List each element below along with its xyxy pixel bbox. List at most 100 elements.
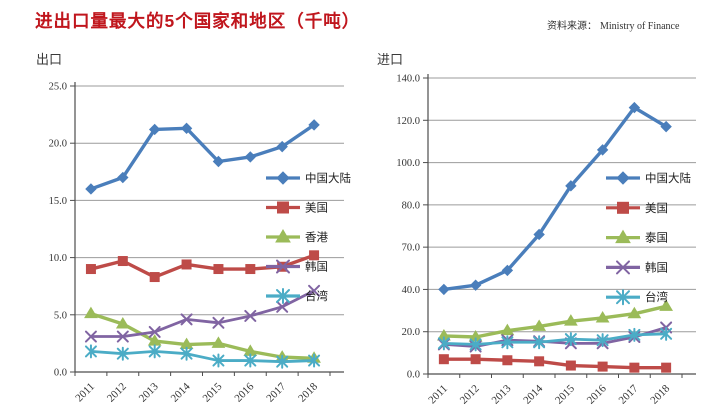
series-marker-中国大陆 xyxy=(501,264,514,277)
series-marker-台湾 xyxy=(116,346,129,361)
series-marker-美国 xyxy=(597,361,608,372)
series-marker-香港 xyxy=(84,306,98,319)
y-axis-label: 120.0 xyxy=(396,116,420,127)
legend-item-台湾: 台湾 xyxy=(606,289,668,306)
legend-item-中国大陆: 中国大陆 xyxy=(266,171,351,185)
series-marker-美国 xyxy=(85,264,96,275)
square-icon xyxy=(277,201,289,214)
series-marker-韩国 xyxy=(180,313,193,326)
legend-label: 韩国 xyxy=(305,260,328,274)
data-source-note: 资料来源： Ministry of Finance xyxy=(547,17,679,32)
x-axis-label: 2018 xyxy=(648,382,672,406)
series-marker-台湾 xyxy=(628,327,641,342)
series-marker-美国 xyxy=(245,264,256,275)
series-marker-台湾 xyxy=(244,353,257,368)
x-axis-label: 2018 xyxy=(296,380,320,404)
series-marker-中国大陆 xyxy=(628,101,641,114)
series-line-美国 xyxy=(442,357,668,370)
series-marker-韩国 xyxy=(148,325,161,338)
series-marker-韩国 xyxy=(308,284,321,297)
series-marker-美国 xyxy=(661,362,672,373)
series-marker-台湾 xyxy=(564,332,577,347)
y-axis-label: 10.0 xyxy=(49,253,67,264)
source-value: Ministry of Finance xyxy=(600,21,680,32)
series-line-台湾 xyxy=(442,332,668,346)
series-marker-台湾 xyxy=(180,346,193,361)
legend-label: 美国 xyxy=(305,201,328,215)
legend-label: 香港 xyxy=(305,231,328,244)
asterisk-icon xyxy=(616,289,630,306)
series-marker-香港 xyxy=(211,336,226,348)
series-marker-中国大陆 xyxy=(660,120,672,133)
series-marker-泰国 xyxy=(500,323,515,336)
series-marker-美国 xyxy=(502,355,513,366)
x-axis-label: 2015 xyxy=(201,380,225,404)
x-axis-label: 2013 xyxy=(137,380,161,404)
x-axis-label: 2014 xyxy=(169,380,193,404)
series-marker-台湾 xyxy=(469,337,482,352)
series-marker-美国 xyxy=(213,264,224,275)
y-axis-label: 20.0 xyxy=(49,139,67,150)
series-line-韩国 xyxy=(442,326,668,348)
x-axis-label: 2012 xyxy=(105,381,129,405)
triangle-icon xyxy=(615,229,631,244)
series-marker-泰国 xyxy=(595,310,610,323)
series-marker-中国大陆 xyxy=(85,183,97,195)
legend-item-韩国: 韩国 xyxy=(606,260,668,275)
legend-label: 韩国 xyxy=(645,260,668,274)
diamond-icon xyxy=(616,171,630,185)
series-marker-中国大陆 xyxy=(469,279,482,291)
series-marker-韩国 xyxy=(276,300,289,313)
y-axis-label: 20.0 xyxy=(402,327,420,338)
page-title: 进出口量最大的5个国家和地区（千吨） xyxy=(35,11,361,31)
series-marker-美国 xyxy=(117,256,128,267)
x-axis-label: 2017 xyxy=(264,380,288,404)
series-line-泰国 xyxy=(442,304,668,339)
x-axis-label: 2017 xyxy=(616,382,640,406)
series-marker-美国 xyxy=(470,354,481,365)
series-marker-中国大陆 xyxy=(308,119,320,131)
series-marker-美国 xyxy=(149,272,160,283)
series-line-台湾 xyxy=(89,350,316,364)
square-icon xyxy=(617,201,629,214)
series-line-中国大陆 xyxy=(442,105,668,292)
series-marker-中国大陆 xyxy=(565,180,577,192)
series-marker-韩国 xyxy=(116,330,129,343)
series-marker-美国 xyxy=(181,259,192,270)
y-axis-label: 0.0 xyxy=(407,370,420,381)
series-marker-台湾 xyxy=(308,353,321,368)
series-marker-韩国 xyxy=(84,330,97,343)
series-marker-中国大陆 xyxy=(148,123,161,136)
legend-label: 泰国 xyxy=(645,231,668,245)
legend-label: 中国大陆 xyxy=(645,171,691,185)
series-marker-中国大陆 xyxy=(596,144,609,156)
x-icon xyxy=(276,259,290,274)
series-marker-中国大陆 xyxy=(276,140,288,153)
y-axis-label: 140.0 xyxy=(396,74,420,85)
series-marker-中国大陆 xyxy=(117,171,129,184)
series-marker-美国 xyxy=(629,362,640,373)
series-marker-中国大陆 xyxy=(533,228,545,241)
y-axis-label: 15.0 xyxy=(49,196,67,207)
export-chart-title: 出口 xyxy=(36,52,63,67)
x-axis-label: 2014 xyxy=(521,382,545,406)
series-marker-韩国 xyxy=(244,309,257,322)
x-axis-label: 2015 xyxy=(553,382,577,406)
legend-item-美国: 美国 xyxy=(606,201,668,215)
series-marker-中国大陆 xyxy=(438,283,450,296)
source-label: 资料来源： xyxy=(547,21,597,32)
legend-label: 美国 xyxy=(645,201,668,215)
triangle-icon xyxy=(275,229,291,243)
asterisk-icon xyxy=(276,288,290,304)
x-axis-label: 2016 xyxy=(232,380,256,404)
legend-item-香港: 香港 xyxy=(266,229,328,244)
series-marker-台湾 xyxy=(596,333,609,348)
y-axis-label: 70.0 xyxy=(402,243,420,254)
x-axis-label: 2012 xyxy=(458,383,482,407)
x-axis-label: 2016 xyxy=(585,382,609,406)
series-marker-美国 xyxy=(309,250,320,261)
legend-label: 中国大陆 xyxy=(305,171,351,185)
series-marker-中国大陆 xyxy=(180,122,193,135)
y-axis-label: 80.0 xyxy=(402,200,420,211)
series-marker-台湾 xyxy=(212,353,225,368)
